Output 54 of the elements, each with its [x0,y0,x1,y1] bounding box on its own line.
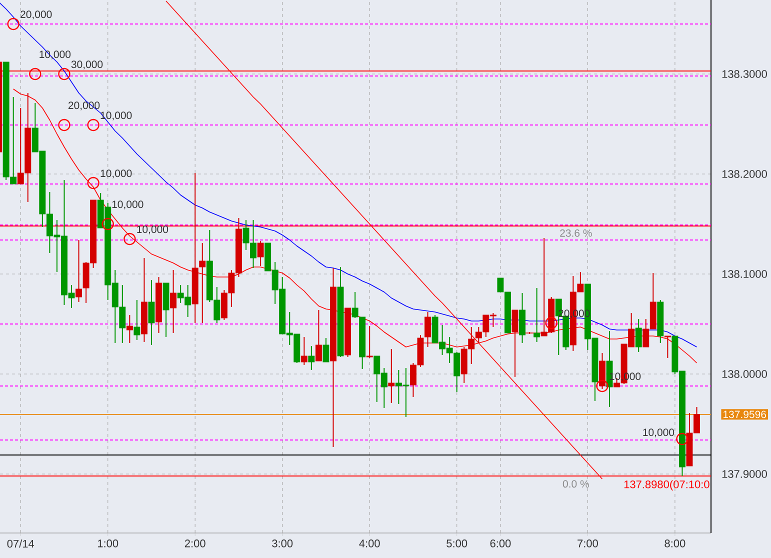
candlestick [635,318,642,352]
x-tick-label: 6:00 [490,540,511,548]
annotation: 10,000 [112,200,144,210]
candlestick [534,288,540,342]
annotation: 20,000 [558,310,590,318]
ref-line-label: 137.8980(07:10:0 [624,480,710,490]
candlestick [664,336,671,358]
point [124,232,136,246]
candlestick [257,240,264,266]
y-tick-label: 138.0000 [722,370,767,378]
x-tick-label: 2:00 [184,540,206,548]
y-tick-label: 137.9000 [722,470,767,478]
ref-line-label: 137.9596 [724,410,766,418]
candlestick [315,310,322,362]
point [545,316,558,330]
candlestick [300,336,308,366]
point [676,432,688,446]
point [29,68,42,80]
y-tick-label: 138.2000 [722,170,767,178]
point [87,118,100,132]
y-tick-label: 138.1000 [722,270,767,278]
candlestick [126,314,133,344]
x-tick-label: 1:00 [98,540,118,548]
x-tick-label: 3:00 [272,540,293,548]
point [102,218,114,230]
x-tick-label: 07/14 [7,540,34,548]
x-tick-label: 7:00 [578,540,598,548]
x-tick-label: 4:00 [359,540,380,548]
annotation: 30,000 [71,60,103,70]
point [7,18,20,30]
point [596,380,608,392]
candlestick [366,326,373,358]
point [87,176,100,190]
annotation: 10,000 [100,170,132,178]
annotation: 10,000 [643,428,674,438]
annotation: 0.0 % [562,480,589,488]
candlestick [424,312,431,348]
candlestick [388,348,395,404]
x-tick-label: 5:00 [446,540,468,548]
candlestick [134,300,140,340]
annotation: 23.6 % [560,229,592,237]
candlestick [199,242,206,324]
x-tick-label: 8:00 [664,540,686,548]
candlestick [76,240,82,302]
annotation: 10,000 [137,226,168,234]
annotation: 20,000 [20,10,52,20]
point [58,68,70,80]
candlestick [148,280,155,346]
point [58,118,70,132]
candlestick [512,310,518,378]
candlestick [322,338,330,362]
candlestick [170,270,177,334]
candlestick [308,346,315,370]
y-tick-label: 138.3000 [722,70,767,78]
